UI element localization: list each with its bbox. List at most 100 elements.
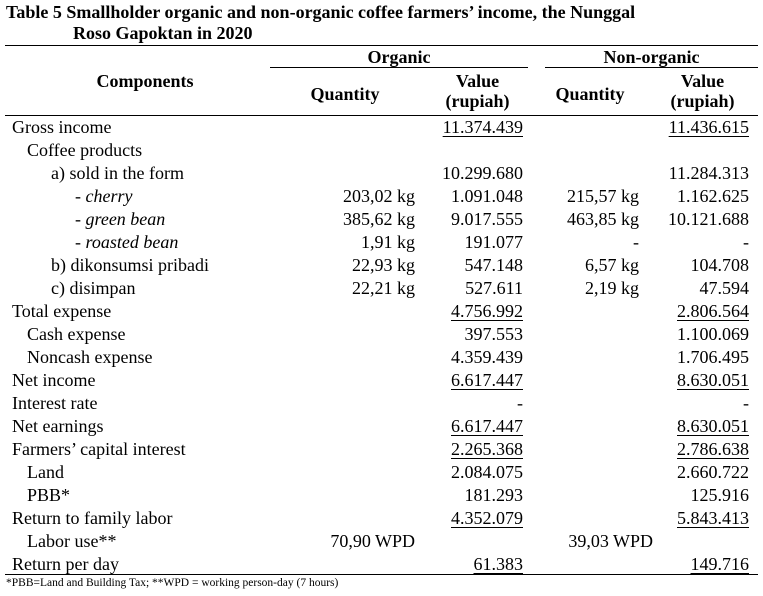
row-label: PBB*	[27, 485, 71, 505]
header-value-line-1: Value	[455, 71, 500, 91]
row-label: Interest rate	[12, 393, 98, 413]
header-non-organic-quantity: Quantity	[555, 84, 625, 104]
row-label: Land	[27, 462, 64, 482]
row-label: Net income	[12, 370, 96, 390]
table-row-noncash-expense: Noncash expense 4.359.439 1.706.495	[0, 346, 763, 369]
row-label: Coffee products	[27, 140, 143, 160]
non-organic-value: 47.594	[699, 278, 750, 298]
non-organic-value: 11.436.615	[668, 117, 749, 137]
non-organic-quantity: 6,57 kg	[585, 255, 639, 275]
header-organic: Organic	[367, 47, 431, 67]
non-organic-value: 2.806.564	[677, 301, 749, 321]
non-organic-value: 1.706.495	[677, 347, 749, 367]
organic-quantity: 385,62 kg	[343, 209, 415, 229]
header-organic-value: Value (rupiah)	[425, 71, 530, 111]
table-row-net-income: Net income 6.617.447 8.630.051	[0, 369, 763, 392]
table-row-disimpan: c) disimpan 22,21 kg 527.611 2,19 kg 47.…	[0, 277, 763, 300]
row-label: Net earnings	[12, 416, 104, 436]
organic-quantity: 22,21 kg	[352, 278, 415, 298]
organic-value: 527.611	[465, 278, 523, 298]
table-row-cash-expense: Cash expense 397.553 1.100.069	[0, 323, 763, 346]
header-non-organic-value: Value (rupiah)	[650, 71, 755, 111]
table-row-return-per-day: Return per day 61.383 149.716	[0, 553, 763, 576]
organic-group-rule	[270, 67, 528, 68]
row-label: - green bean	[75, 209, 166, 229]
non-organic-value: 2.786.638	[677, 439, 749, 459]
table-row-total-expense: Total expense 4.756.992 2.806.564	[0, 300, 763, 323]
table-row-dikonsumsi-pribadi: b) dikonsumsi pribadi 22,93 kg 547.148 6…	[0, 254, 763, 277]
non-organic-value: 11.284.313	[668, 163, 749, 183]
non-organic-value: 104.708	[690, 255, 750, 275]
organic-quantity: 22,93 kg	[352, 255, 415, 275]
non-organic-value: 1.162.625	[677, 186, 749, 206]
non-organic-value: -	[743, 393, 749, 413]
row-label: Labor use**	[27, 531, 117, 551]
row-label: Cash expense	[27, 324, 126, 344]
table-row-labor-use: Labor use** 70,90 WPD 39,03 WPD	[0, 530, 763, 553]
organic-value: 11.374.439	[442, 117, 523, 137]
row-label: a) sold in the form	[51, 163, 184, 183]
organic-quantity: 203,02 kg	[343, 186, 415, 206]
row-label: Farmers’ capital interest	[12, 439, 186, 459]
non-organic-quantity: 215,57 kg	[567, 186, 639, 206]
header-organic-quantity: Quantity	[310, 84, 380, 104]
organic-value: 2.084.075	[451, 462, 523, 482]
non-organic-quantity: -	[633, 232, 639, 252]
footnote: *PBB=Land and Building Tax; **WPD = work…	[6, 577, 339, 589]
row-label: c) disimpan	[51, 278, 136, 298]
non-organic-quantity: 39,03 WPD	[568, 531, 653, 551]
table-row-return-to-family-labor: Return to family labor 4.352.079 5.843.4…	[0, 507, 763, 530]
row-label: - cherry	[75, 186, 133, 206]
non-organic-group-rule	[545, 67, 758, 68]
row-label: Noncash expense	[27, 347, 153, 367]
organic-value: 1.091.048	[451, 186, 523, 206]
header-value-line-1: Value	[680, 71, 725, 91]
table-row-land: Land 2.084.075 2.660.722	[0, 461, 763, 484]
table-row-farmers-capital-interest: Farmers’ capital interest 2.265.368 2.78…	[0, 438, 763, 461]
table-row-pbb: PBB* 181.293 125.916	[0, 484, 763, 507]
row-label: Gross income	[12, 117, 112, 137]
organic-value: 6.617.447	[451, 416, 523, 436]
organic-value: 10.299.680	[442, 163, 523, 183]
table-title-line-2: Roso Gapoktan in 2020	[73, 23, 253, 43]
non-organic-value: 125.916	[690, 485, 750, 505]
table-row-cherry: - cherry 203,02 kg 1.091.048 215,57 kg 1…	[0, 185, 763, 208]
table-row-sold-in-the-form: a) sold in the form 10.299.680 11.284.31…	[0, 162, 763, 185]
row-label: Return to family labor	[12, 508, 173, 528]
organic-value: 181.293	[464, 485, 524, 505]
organic-value: 397.553	[464, 324, 524, 344]
organic-value: 6.617.447	[451, 370, 523, 390]
header-non-organic: Non-organic	[603, 47, 700, 67]
non-organic-quantity: 2,19 kg	[585, 278, 639, 298]
organic-quantity: 1,91 kg	[361, 232, 415, 252]
table-title-line-1: Table 5 Smallholder organic and non-orga…	[6, 2, 636, 22]
table-row-net-earnings: Net earnings 6.617.447 8.630.051	[0, 415, 763, 438]
organic-value: 4.352.079	[451, 508, 523, 528]
header-components: Components	[96, 71, 194, 91]
organic-value: 9.017.555	[451, 209, 523, 229]
header-value-line-2: (rupiah)	[670, 91, 735, 111]
table-row-green-bean: - green bean 385,62 kg 9.017.555 463,85 …	[0, 208, 763, 231]
organic-value: 191.077	[464, 232, 524, 252]
organic-value: 61.383	[473, 554, 524, 574]
non-organic-quantity: 463,85 kg	[567, 209, 639, 229]
non-organic-value: 5.843.413	[677, 508, 749, 528]
table-row-roasted-bean: - roasted bean 1,91 kg 191.077 - -	[0, 231, 763, 254]
non-organic-value: 149.716	[690, 554, 750, 574]
table-row-coffee-products: Coffee products	[0, 139, 763, 162]
row-label: Total expense	[12, 301, 112, 321]
table-row-gross-income: Gross income 11.374.439 11.436.615	[0, 116, 763, 139]
organic-value: 4.756.992	[451, 301, 523, 321]
table-title: Table 5 Smallholder organic and non-orga…	[6, 2, 756, 44]
row-label: Return per day	[12, 554, 119, 574]
table-row-interest-rate: Interest rate - -	[0, 392, 763, 415]
organic-quantity: 70,90 WPD	[330, 531, 415, 551]
organic-value: 4.359.439	[451, 347, 523, 367]
non-organic-value: -	[743, 232, 749, 252]
non-organic-value: 2.660.722	[677, 462, 749, 482]
header-value-line-2: (rupiah)	[445, 91, 510, 111]
organic-value: 2.265.368	[451, 439, 523, 459]
non-organic-value: 8.630.051	[677, 370, 749, 390]
row-label: b) dikonsumsi pribadi	[51, 255, 209, 275]
